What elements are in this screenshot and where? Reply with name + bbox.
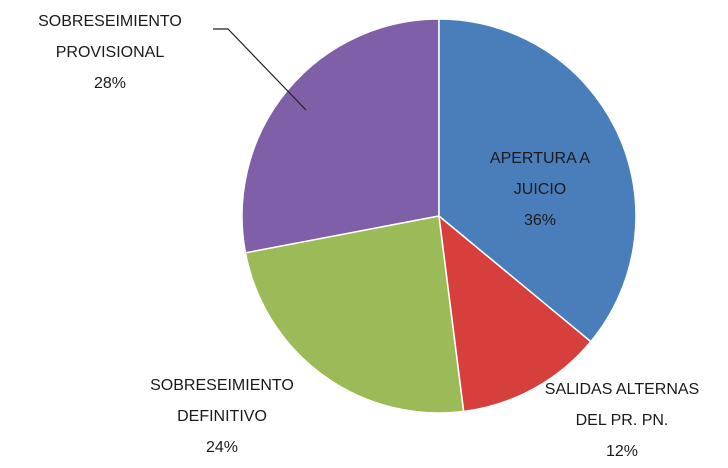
category-label: APERTURA A JUICIO	[489, 150, 591, 198]
pie-slice	[438, 214, 592, 413]
slice-label: APERTURA A JUICIO 36%	[485, 143, 595, 236]
pie-slice	[241, 18, 440, 254]
value-label: 28%	[93, 75, 127, 92]
value-label: 24%	[205, 439, 239, 456]
category-label: SALIDAS ALTERNAS DEL PR. PN.	[544, 381, 700, 429]
category-label: SOBRESEIMIENTO PROVISIONAL	[38, 13, 182, 61]
pie-slice	[438, 18, 637, 343]
value-label: 12%	[605, 443, 639, 460]
category-label: SOBRESEIMIENTO DEFINITIVO	[150, 377, 294, 425]
slice-label: SOBRESEIMIENTO PROVISIONAL 28%	[30, 6, 190, 99]
value-label: 36%	[523, 212, 557, 229]
slice-label: SOBRESEIMIENTO DEFINITIVO 24%	[142, 370, 302, 463]
pie-slice	[244, 215, 465, 414]
slice-label: SALIDAS ALTERNAS DEL PR. PN. 12%	[532, 374, 712, 467]
leader-line	[213, 28, 307, 111]
